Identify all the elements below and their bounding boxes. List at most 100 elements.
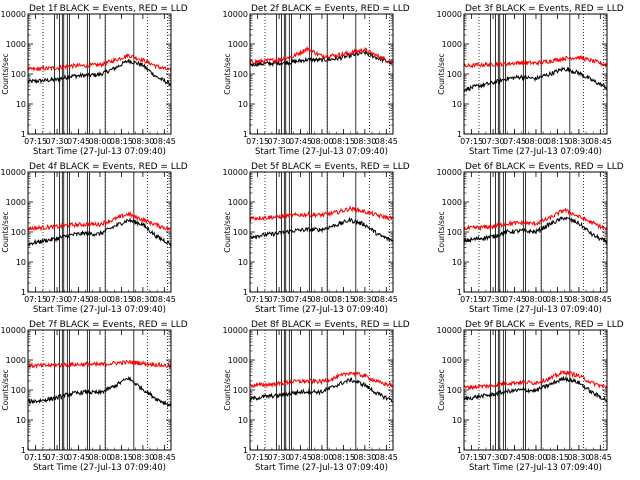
y-tick-label: 1 <box>21 446 26 455</box>
y-tick-label: 10000 <box>223 10 248 19</box>
panel-det-1: Det 1f BLACK = Events, RED = LLD 1 10 100 10… <box>1 4 188 157</box>
y-tick-label: 10000 <box>437 168 462 177</box>
x-tick-label: 08:15 <box>546 137 569 146</box>
y-axis-label: Counts/sec <box>223 211 232 252</box>
y-axis-label: Counts/sec <box>223 53 232 94</box>
x-tick-label: 08:30 <box>353 137 376 146</box>
x-tick-label: 07:15 <box>24 453 47 462</box>
y-tick-label: 1 <box>243 446 248 455</box>
series-events <box>463 375 608 402</box>
x-tick-label: 07:45 <box>289 295 312 304</box>
y-tick-label: 1 <box>243 288 248 297</box>
x-tick-label: 08:15 <box>546 453 569 462</box>
series-events <box>27 375 172 409</box>
x-tick-label: 07:15 <box>246 295 269 304</box>
x-tick-label: 08:45 <box>153 137 176 146</box>
x-tick-label: 07:30 <box>268 453 291 462</box>
x-tick-label: 08:00 <box>524 453 547 462</box>
x-axis-label: Start Time (27-Jul-13 07:09:40) <box>255 147 388 157</box>
x-tick-label: 07:30 <box>46 295 69 304</box>
y-tick-label: 1 <box>457 446 462 455</box>
series-events <box>463 66 608 93</box>
x-tick-label: 07:45 <box>503 295 526 304</box>
x-tick-label: 08:45 <box>153 295 176 304</box>
x-tick-label: 08:00 <box>88 295 111 304</box>
y-tick-label: 1000 <box>228 198 248 207</box>
x-tick-label: 07:45 <box>503 453 526 462</box>
x-tick-label: 07:30 <box>268 295 291 304</box>
x-tick-label: 08:15 <box>110 453 133 462</box>
x-tick-label: 07:30 <box>482 137 505 146</box>
x-axis-label: Start Time (27-Jul-13 07:09:40) <box>255 305 388 315</box>
x-tick-label: 08:15 <box>110 137 133 146</box>
panel-det-5: Det 5f BLACK = Events, RED = LLD 1 10 100 10… <box>223 162 410 315</box>
y-tick-label: 100 <box>233 70 248 79</box>
x-tick-label: 08:45 <box>589 137 612 146</box>
series-lld <box>463 55 608 69</box>
panel-title: Det 5f BLACK = Events, RED = LLD <box>251 162 410 172</box>
y-tick-label: 100 <box>233 228 248 237</box>
y-tick-label: 10 <box>16 100 26 109</box>
y-tick-label: 10000 <box>223 168 248 177</box>
x-tick-label: 08:45 <box>153 453 176 462</box>
series-events <box>27 216 172 247</box>
series-lld <box>27 53 172 73</box>
y-tick-label: 100 <box>11 70 26 79</box>
y-axis-label: Counts/sec <box>223 369 232 410</box>
x-axis-label: Start Time (27-Jul-13 07:09:40) <box>33 147 166 157</box>
panel-det-8: Det 8f BLACK = Events, RED = LLD 1 10 100 10… <box>223 320 410 473</box>
panel-title: Det 7f BLACK = Events, RED = LLD <box>29 320 188 330</box>
y-tick-label: 10 <box>16 258 26 267</box>
panel-det-4: Det 4f BLACK = Events, RED = LLD 1 10 100 10… <box>1 162 188 315</box>
y-axis-label: Counts/sec <box>1 53 10 94</box>
y-tick-label: 10000 <box>1 168 26 177</box>
y-tick-label: 100 <box>233 386 248 395</box>
y-axis-label: Counts/sec <box>437 53 446 94</box>
y-tick-label: 10 <box>16 416 26 425</box>
x-tick-label: 07:45 <box>503 137 526 146</box>
series-events <box>249 377 394 403</box>
x-tick-label: 08:15 <box>546 295 569 304</box>
panel-title: Det 4f BLACK = Events, RED = LLD <box>29 162 188 172</box>
panel-det-2: Det 2f BLACK = Events, RED = LLD 1 10 100 10… <box>223 4 410 157</box>
series-lld <box>249 46 394 65</box>
y-tick-label: 100 <box>11 228 26 237</box>
x-tick-label: 08:30 <box>567 453 590 462</box>
y-axis-label: Counts/sec <box>1 211 10 252</box>
x-axis-label: Start Time (27-Jul-13 07:09:40) <box>469 305 602 315</box>
y-tick-label: 1 <box>21 288 26 297</box>
y-tick-label: 1 <box>243 130 248 139</box>
panel-title: Det 6f BLACK = Events, RED = LLD <box>465 162 624 172</box>
x-tick-label: 08:00 <box>524 295 547 304</box>
series-lld <box>249 205 394 223</box>
x-tick-label: 07:15 <box>460 453 483 462</box>
y-tick-label: 10000 <box>437 326 462 335</box>
x-tick-label: 08:30 <box>353 295 376 304</box>
y-tick-label: 100 <box>447 386 462 395</box>
y-tick-label: 1000 <box>6 356 26 365</box>
series-lld <box>27 210 172 232</box>
x-tick-label: 08:00 <box>310 453 333 462</box>
panel-title: Det 1f BLACK = Events, RED = LLD <box>29 4 188 14</box>
y-tick-label: 1 <box>21 130 26 139</box>
y-tick-label: 10 <box>238 258 248 267</box>
x-tick-label: 07:15 <box>460 137 483 146</box>
x-tick-label: 08:30 <box>131 137 154 146</box>
y-tick-label: 100 <box>11 386 26 395</box>
y-tick-label: 1000 <box>442 40 462 49</box>
x-tick-label: 08:45 <box>375 453 398 462</box>
x-axis-label: Start Time (27-Jul-13 07:09:40) <box>469 147 602 157</box>
x-tick-label: 08:15 <box>332 137 355 146</box>
y-tick-label: 10000 <box>1 10 26 19</box>
x-tick-label: 07:30 <box>46 453 69 462</box>
x-tick-label: 07:45 <box>289 453 312 462</box>
panel-title: Det 9f BLACK = Events, RED = LLD <box>465 320 624 330</box>
x-axis-label: Start Time (27-Jul-13 07:09:40) <box>255 463 388 473</box>
series-events <box>27 59 172 87</box>
y-tick-label: 100 <box>447 228 462 237</box>
y-axis-label: Counts/sec <box>437 369 446 410</box>
panel-title: Det 2f BLACK = Events, RED = LLD <box>251 4 410 14</box>
y-axis-label: Counts/sec <box>1 369 10 410</box>
